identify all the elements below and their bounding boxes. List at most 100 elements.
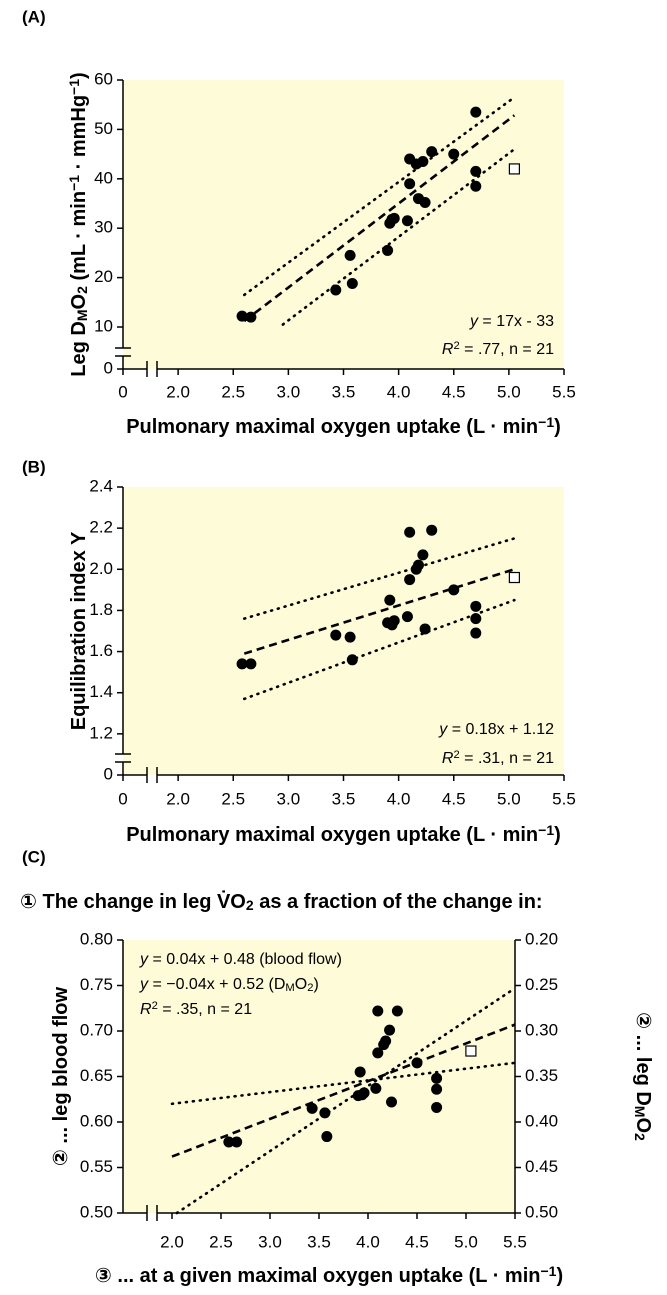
data-point [380,1035,392,1047]
y2-tick-label: 0.35 [525,1066,558,1085]
data-point [330,284,342,296]
data-point [372,1005,384,1017]
y2-axis-label: ② ... leg DMO2 [632,1012,654,1141]
y-axis-label-part: M [74,309,90,321]
data-point [470,600,482,612]
data-point [330,629,342,641]
data-point [404,526,416,538]
y-tick-label: 20 [94,267,113,286]
annotation-part: M [285,982,294,994]
data-point [470,627,482,639]
x-tick-label: 4.5 [442,789,466,808]
x-tick-label: 0 [118,382,127,401]
y2-axis-label-part: 2 [632,1133,648,1141]
excluded-point [465,1045,477,1057]
panel-title: ① The change in leg V̇O2 as a fraction o… [20,889,543,913]
x-axis-label-part: Pulmonary maximal oxygen uptake (L · min [126,824,538,846]
y-axis-label-part: · mmHg [68,95,90,175]
plot-background [123,80,564,369]
annotation-part: = −0.04x + 0.52 (D [148,976,285,993]
data-point [411,1057,423,1069]
y-tick-label: 0.70 [80,1020,113,1039]
data-point [404,178,416,190]
x-tick-label: 4.5 [442,382,466,401]
x-axis-label-part: Pulmonary maximal oxygen uptake (L · min [126,416,538,438]
x-tick-label: 2.5 [221,382,245,401]
confidence-line [242,95,516,297]
y-tick-label: 10 [94,316,113,335]
x-tick-label: 3.5 [307,1232,331,1251]
x-tick-label: 4.0 [387,382,411,401]
x-tick-label: 3.5 [332,382,356,401]
data-point [417,156,429,168]
annotation-part: = .31, n = 21 [460,750,554,767]
y-tick-label: 0 [104,358,113,377]
data-point [245,311,257,323]
x-axis-label-part: −1 [538,414,554,430]
excluded-point [508,571,520,584]
y-axis-label-part: O [68,294,90,310]
y-axis-label-part: −1 [66,175,82,191]
y2-tick-label: 0.40 [525,1111,558,1130]
annotation: y = −0.04x + 0.52 (DMO2) [139,976,319,993]
y-axis-label: ② ... leg blood flow [50,986,72,1166]
y2-tick-label: 0.20 [525,929,558,948]
fit-line [171,1023,516,1158]
data-point [448,584,460,596]
data-point [384,1024,396,1036]
data-point [372,1047,384,1059]
annotation-part: R [442,341,454,358]
data-point [386,1096,398,1108]
y-axis-label-part: Equilibration index Y [68,531,90,730]
x-tick-label: 3.0 [277,789,301,808]
fit-line [243,114,516,323]
y-tick-label: 0.80 [80,929,113,948]
data-point [356,1089,368,1101]
data-point [344,631,356,643]
y-axis-label-part: 2 [74,286,90,294]
annotation-part: 2 [152,1000,158,1012]
data-point [419,197,431,209]
y-tick-label: 2.2 [89,518,113,537]
annotation-part: R [442,750,454,767]
annotation: R2 = .35, n = 21 [140,1000,252,1018]
data-point [231,1136,243,1148]
data-point [404,574,416,586]
annotation-part: = .35, n = 21 [158,1001,252,1018]
x-tick-label: 5.0 [454,1232,478,1251]
x-tick-label: 5.0 [497,789,521,808]
data-point [386,619,398,631]
x-tick-label: 2.0 [160,1232,184,1251]
x-tick-label: 3.5 [332,789,356,808]
data-point [346,654,358,666]
data-point [470,180,482,192]
data-point [426,146,438,158]
data-point [223,1136,235,1148]
data-point [321,1131,333,1143]
x-axis-label-part: −1 [540,1263,556,1279]
x-tick-label: 2.5 [209,1232,233,1251]
x-tick-label: 5.5 [552,382,576,401]
data-point [431,1083,443,1095]
y2-tick-label: 0.25 [525,975,558,994]
x-tick-label: 5.0 [497,382,521,401]
data-point [384,594,396,606]
data-point [391,1005,403,1017]
data-point [412,559,424,571]
x-axis-label-part: ) [556,1265,563,1287]
annotation: y = 0.04x + 0.48 (blood flow) [139,951,342,968]
x-tick-label: 2.0 [166,382,190,401]
confidence-line [170,1061,517,1106]
y-tick-label: 1.8 [89,600,113,619]
data-point [236,658,248,670]
data-point [386,213,398,225]
data-point [431,1101,443,1113]
annotation-part: = 0.18x + 1.12 [447,721,554,738]
annotation: y = 0.18x + 1.12 [438,721,554,738]
annotation-part: O [295,976,307,993]
excluded-point [508,163,520,175]
annotation-part: 2 [453,749,459,761]
annotation-part: y [469,313,479,330]
x-axis-label: Pulmonary maximal oxygen uptake (L · min… [126,414,561,438]
